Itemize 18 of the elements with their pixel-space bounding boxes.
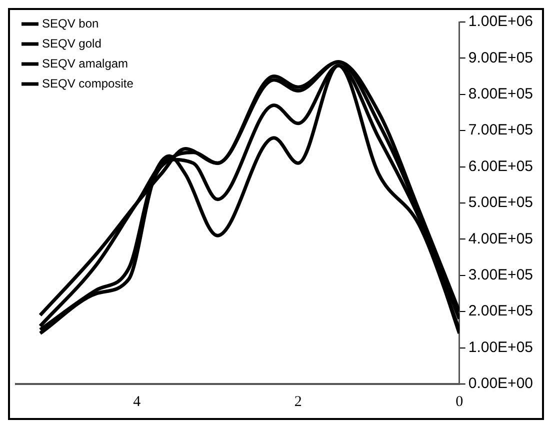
x-tick-label: 4 xyxy=(133,394,142,410)
y-tick-label: 4.00E+05 xyxy=(468,230,534,248)
legend-label: SEQV composite xyxy=(42,76,134,90)
y-tick-label: 6.00E+05 xyxy=(468,158,534,175)
x-tick-label: 0 xyxy=(456,394,464,410)
y-tick-label: 0.00E+00 xyxy=(468,375,534,392)
legend-label: SEQV bon xyxy=(42,16,99,30)
y-tick-label: 1.00E+05 xyxy=(468,338,534,356)
y-tick-label: 2.00E+05 xyxy=(468,302,534,320)
legend-label: SEQV amalgam xyxy=(42,56,128,70)
y-tick-label: 8.00E+05 xyxy=(468,86,534,103)
y-tick-label: 9.00E+05 xyxy=(468,49,534,66)
y-tick-label: 5.00E+05 xyxy=(468,194,534,212)
y-tick-label: 7.00E+05 xyxy=(468,122,534,139)
y-tick-label: 3.00E+05 xyxy=(468,266,534,284)
y-tick-label: 1.00E+06 xyxy=(468,13,534,30)
x-tick-label: 2 xyxy=(294,394,302,410)
legend-label: SEQV gold xyxy=(42,36,102,50)
